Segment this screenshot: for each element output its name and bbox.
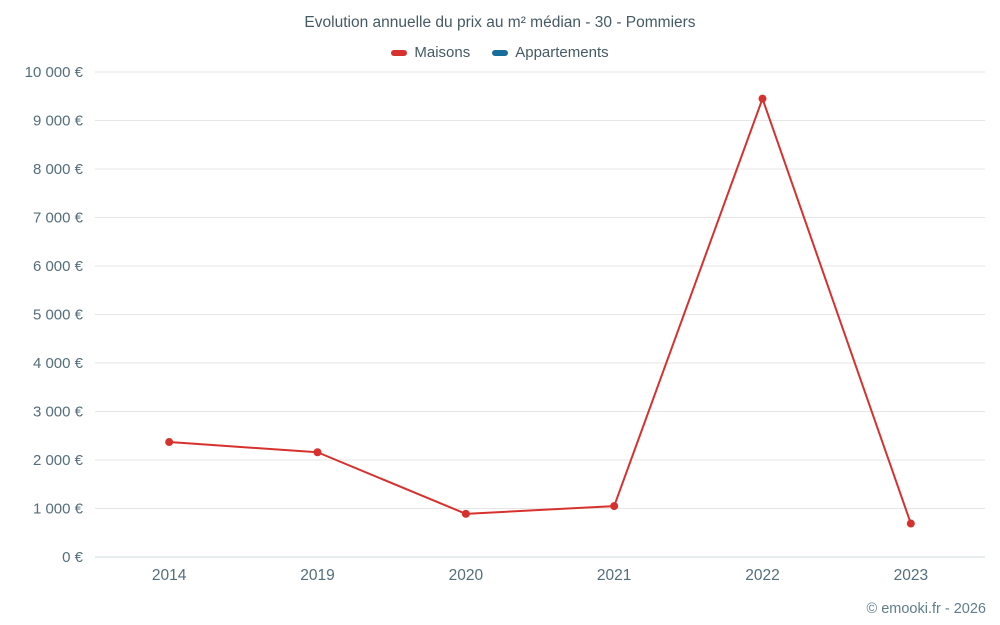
svg-text:7 000 €: 7 000 €	[33, 210, 84, 227]
svg-text:2023: 2023	[894, 567, 928, 584]
svg-text:1 000 €: 1 000 €	[33, 501, 84, 518]
svg-text:2020: 2020	[449, 567, 484, 584]
svg-text:10 000 €: 10 000 €	[25, 64, 84, 81]
svg-text:2 000 €: 2 000 €	[33, 452, 84, 469]
svg-text:4 000 €: 4 000 €	[33, 355, 84, 372]
svg-text:9 000 €: 9 000 €	[33, 113, 84, 130]
svg-text:2022: 2022	[745, 567, 779, 584]
legend-item-maisons[interactable]: Maisons	[391, 44, 470, 61]
appartements-legend-label: Appartements	[515, 44, 609, 61]
maisons-legend-swatch	[391, 49, 408, 56]
svg-text:2021: 2021	[597, 567, 631, 584]
svg-text:3 000 €: 3 000 €	[33, 404, 84, 421]
chart-title: Evolution annuelle du prix au m² médian …	[304, 14, 696, 31]
maisons-legend-label: Maisons	[414, 44, 471, 61]
svg-text:0 €: 0 €	[62, 549, 84, 566]
svg-text:2014: 2014	[152, 567, 187, 584]
copyright-footer: © emooki.fr - 2026	[866, 601, 986, 617]
svg-text:6 000 €: 6 000 €	[33, 258, 84, 275]
svg-text:2019: 2019	[300, 567, 334, 584]
appartements-legend-swatch	[492, 49, 509, 56]
svg-text:8 000 €: 8 000 €	[33, 161, 84, 178]
legend-item-appartements[interactable]: Appartements	[492, 44, 609, 61]
svg-text:5 000 €: 5 000 €	[33, 307, 84, 324]
chart-legend: Maisons Appartements	[0, 44, 1000, 61]
